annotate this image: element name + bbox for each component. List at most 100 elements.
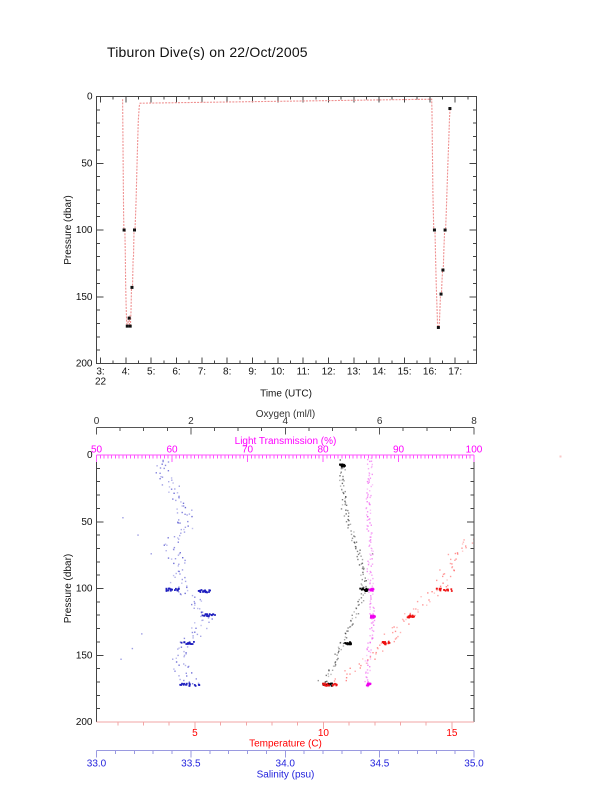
scatter-point [178,553,181,555]
scatter-point [370,595,372,597]
scatter-point [366,514,368,516]
scatter-point [169,581,172,584]
scatter-point [201,611,204,613]
time-pressure-chart: 3: 4: 5: 6: 7: 8: 9: 10: 11: 12: 13: 14: 15: 16: 17: 22… [63,92,477,400]
scatter-point [186,586,188,589]
scatter-point [343,492,345,495]
scatter-point [369,582,371,585]
scatter-point [367,560,369,562]
scatter-point [185,653,187,655]
scatter-point [339,459,341,461]
scatter-point [191,627,193,629]
dense-sample-point [188,642,191,645]
scatter-point [343,480,345,482]
scatter-point [371,548,373,550]
y-tick-label: 0 [87,450,93,461]
dense-sample-point [194,685,197,687]
scatter-point [367,664,369,666]
scatter-point [362,566,364,568]
scatter-point [199,608,201,610]
y-tick-label: 200 [76,359,93,370]
dense-sample-point [169,588,172,590]
dense-sample-point [189,683,191,686]
scatter-point [191,672,193,674]
scatter-point [173,668,175,670]
scatter-point [358,603,360,606]
oxygen-tick-label: 2 [188,416,194,427]
scatter-point [369,651,372,654]
dense-sample-point [340,463,343,466]
scatter-point [341,489,343,491]
scatter-point [353,611,355,613]
dense-sample-point [439,589,442,592]
scatter-point [367,493,369,496]
scatter-point [368,518,370,521]
scatter-point [202,619,204,621]
scatter-point [199,598,201,601]
scatter-point [359,549,361,551]
scatter-point [347,527,349,529]
dense-sample-point [322,682,324,685]
scatter-point [369,570,371,573]
scatter-point [369,544,371,546]
scatter-point [341,482,344,485]
scatter-point [366,660,369,662]
scatter-point [339,641,342,644]
scatter-point [355,541,358,543]
scatter-point [344,490,346,493]
scatter-point [340,471,342,473]
dense-sample-point [346,642,349,644]
scatter-point [352,623,354,625]
scatter-point [337,646,340,648]
scatter-point [186,646,189,648]
dense-sample-point [446,588,449,591]
scatter-point [172,548,175,550]
scatter-point [393,626,395,628]
scatter-point [366,662,369,664]
scatter-point [369,655,372,657]
dense-sample-point [362,588,365,590]
scatter-point [178,495,180,497]
scatter-point [361,567,364,570]
oxygen-tick-label: 8 [471,416,477,427]
scatter-point [345,521,348,523]
dense-sample-point [367,588,369,591]
scatter-point [334,661,337,663]
scatter-point [362,568,365,571]
scatter-point [369,606,371,608]
dense-sample-point [368,683,370,686]
scatter-point [371,473,373,476]
y-tick-label: 50 [81,158,93,169]
dense-sample-point [175,587,177,590]
scatter-point [369,656,372,658]
scatter-point [339,475,341,477]
dense-sample-point [440,587,442,590]
scatter-point [181,511,183,514]
scatter-point [382,650,384,652]
scatter-point [375,651,377,654]
scatter-point [370,571,372,574]
scatter-point [362,571,364,574]
dense-sample-point [208,591,210,593]
scatter-point [367,681,369,683]
scatter-point [366,524,368,527]
scatter-point [200,624,202,627]
scatter-point [334,653,336,655]
scatter-point [179,522,181,524]
scatter-point [422,604,424,606]
scatter-point [183,654,186,657]
dense-sample-point [439,588,441,591]
scatter-point [180,646,183,648]
scatter-point [181,578,183,581]
scatter-point [339,479,341,482]
scatter-point [354,545,357,548]
scatter-point [370,622,373,624]
scatter-point [357,613,360,615]
scatter-point [162,459,164,462]
scatter-point [179,573,181,575]
scatter-point [370,649,372,651]
y-tick-label: 150 [76,650,93,661]
scatter-point [361,578,363,581]
scatter-point [177,654,179,657]
scatter-point [366,679,369,681]
